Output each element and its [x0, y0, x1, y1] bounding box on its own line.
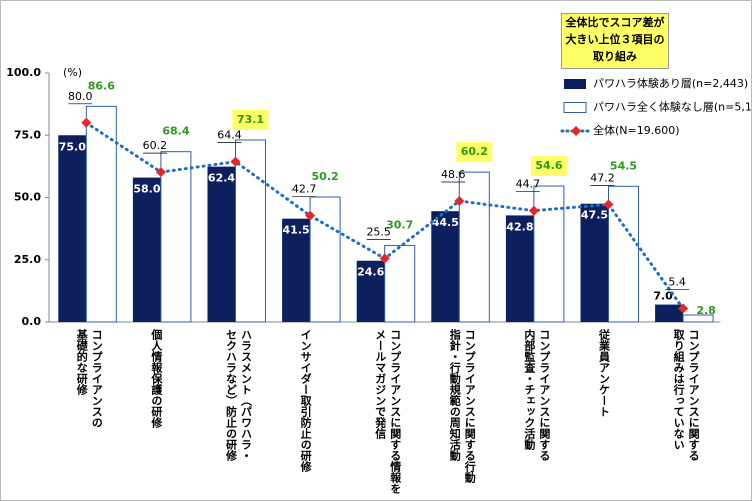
value-label: 80.0 — [68, 90, 93, 103]
label-highlight — [232, 109, 269, 130]
value-label: 7.0 — [653, 290, 673, 303]
marker — [454, 195, 465, 206]
marker — [155, 167, 166, 178]
label-highlight — [530, 156, 567, 177]
value-label: 64.4 — [217, 129, 242, 142]
legend-swatch — [564, 79, 586, 89]
x-tick-label: コンプライアンスに関する 内部監査・チェック活動 — [522, 329, 551, 461]
bar — [533, 185, 565, 323]
value-label: 44.7 — [516, 178, 541, 191]
legend-label: パワハラ全く体験なし層(n=5,123) — [593, 100, 751, 114]
value-label: 68.4 — [162, 125, 189, 138]
label-highlight — [456, 142, 493, 163]
bar — [655, 304, 684, 322]
bar — [682, 314, 714, 323]
x-tick-label: コンプライアンスの 基礎的な研修 — [75, 329, 104, 428]
bar — [282, 218, 311, 322]
value-label: 73.1 — [237, 113, 264, 126]
bar — [505, 215, 534, 322]
value-label: 42.7 — [292, 183, 317, 196]
value-label: 50.2 — [312, 170, 339, 183]
value-label: 47.2 — [590, 171, 615, 184]
bar — [160, 151, 192, 323]
marker — [230, 156, 241, 167]
legend-label: パワハラ体験あり層(n=2,443) — [593, 76, 748, 90]
marker — [379, 253, 390, 264]
x-tick-label: インサイダー取引防止の研修 — [299, 329, 313, 472]
y-tick-label: 100.0 — [6, 66, 41, 79]
bar — [458, 171, 490, 323]
value-label: 5.4 — [668, 276, 686, 289]
bar — [356, 260, 385, 322]
legend-swatch — [563, 102, 587, 113]
value-label: 47.5 — [581, 209, 608, 222]
y-tick-label: 25.0 — [14, 253, 41, 266]
bar — [580, 203, 609, 322]
marker — [678, 303, 689, 314]
bar — [431, 211, 460, 322]
value-label: 25.5 — [366, 226, 391, 239]
y-tick-label: 75.0 — [14, 128, 41, 141]
bar — [207, 166, 236, 322]
x-tick-label: ハラスメント（パワハラ・ セクハラなど）防止の研修 — [224, 329, 253, 461]
marker — [305, 210, 316, 221]
value-label: 24.6 — [357, 266, 384, 279]
value-label: 30.7 — [386, 219, 413, 232]
bar — [384, 245, 416, 323]
value-label: 60.2 — [143, 139, 168, 152]
value-label: 54.5 — [610, 159, 637, 172]
bar — [132, 177, 161, 322]
value-label: 54.6 — [535, 159, 562, 172]
value-label: 41.5 — [283, 224, 310, 237]
x-tick-label: 従業員アンケート — [597, 329, 611, 417]
x-tick-label: コンプライアンスに関する行動 指針・行動規範の周知活動 — [448, 329, 477, 483]
value-label: 62.4 — [208, 172, 235, 185]
marker — [528, 205, 539, 216]
x-tick-label: コンプライアンスに関する 取り組みは行っていない — [672, 329, 701, 461]
bar — [309, 196, 341, 323]
marker — [81, 117, 92, 128]
legend-marker — [571, 126, 581, 136]
x-tick-label: コンプライアンスに関する情報を メールマガジンで発信 — [373, 329, 402, 494]
value-label: 44.5 — [432, 216, 459, 229]
legend-label: 全体(N=19.600) — [593, 123, 680, 137]
value-label: 42.8 — [506, 220, 533, 233]
y-tick-label: 0.0 — [22, 315, 42, 328]
marker — [603, 199, 614, 210]
y-unit: (%) — [63, 66, 82, 79]
bar — [235, 139, 266, 323]
value-label: 75.0 — [59, 140, 86, 153]
y-tick-label: 50.0 — [14, 191, 41, 204]
value-label: 60.2 — [461, 145, 488, 158]
value-label: 2.8 — [696, 304, 716, 317]
value-label: 48.6 — [441, 168, 466, 181]
annotation: 全体比でスコア差が 大きい上位３項目の 取り組み — [561, 13, 669, 69]
value-label: 86.6 — [88, 79, 115, 92]
value-label: 58.0 — [133, 183, 160, 196]
bar — [608, 185, 639, 323]
bar — [85, 105, 117, 323]
x-tick-label: 個人情報保護の研修 — [149, 329, 163, 428]
bar — [58, 135, 87, 322]
